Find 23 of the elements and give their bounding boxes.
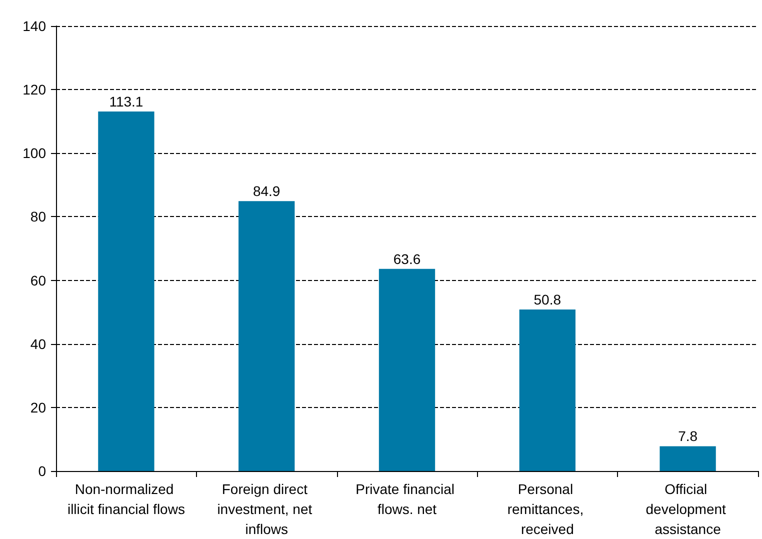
y-tick-label: 40 [30, 336, 46, 352]
data-label: 84.9 [252, 183, 280, 200]
bar [378, 268, 436, 471]
bar [519, 310, 576, 471]
y-tick-label: 120 [22, 82, 46, 98]
x-tick-label: Private financial flows. net [356, 481, 458, 517]
x-tick-label: Non-normalized illicit financial flows [67, 481, 185, 517]
y-tick-label: 20 [30, 399, 46, 416]
x-tick-label: Official development assistance [646, 481, 730, 537]
x-tick-label: Foreign direct investment, net inflows [217, 481, 316, 537]
bar [98, 112, 154, 471]
x-tick-label: Personal remittances, received [507, 481, 588, 537]
y-tick-label: 80 [30, 208, 46, 225]
y-tick-label: 100 [22, 145, 46, 162]
bar [238, 201, 295, 471]
bar [660, 446, 716, 471]
data-label: 50.8 [534, 292, 562, 308]
y-tick-label: 60 [30, 272, 46, 288]
data-label: 113.1 [109, 94, 144, 110]
y-tick-label: 0 [38, 463, 46, 479]
data-label: 63.6 [393, 250, 421, 267]
y-tick-label: 140 [22, 18, 46, 34]
data-label: 7.8 [678, 428, 698, 444]
